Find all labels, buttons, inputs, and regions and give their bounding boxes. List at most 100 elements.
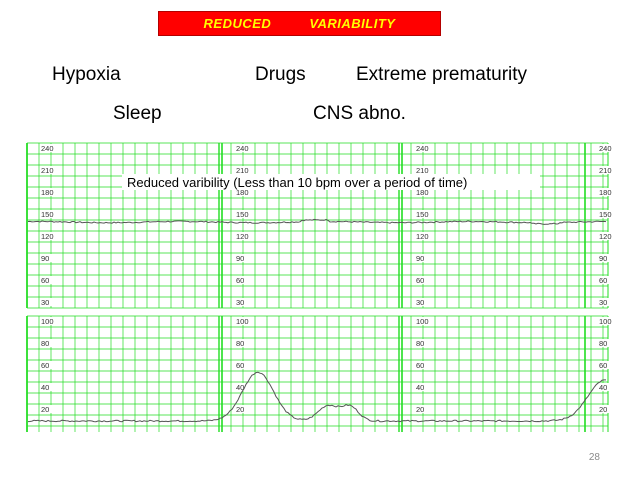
scale-label-background — [40, 166, 58, 174]
uc-scale-label-40: 40 — [41, 383, 49, 392]
uc-trace — [27, 371, 606, 423]
fhr-scale-label-60: 60 — [236, 276, 244, 285]
fhr-scale-label-90: 90 — [599, 254, 607, 263]
scale-label-background — [40, 339, 53, 347]
scale-label-background — [235, 339, 248, 347]
cause-cns-abnormality: CNS abno. — [313, 103, 406, 124]
fhr-scale-label-150: 150 — [41, 210, 54, 219]
uc-scale-label-60: 60 — [416, 361, 424, 370]
scale-label-background — [415, 317, 433, 325]
scale-label-background — [40, 405, 53, 413]
uc-scale-label-60: 60 — [41, 361, 49, 370]
scale-label-background — [40, 298, 53, 306]
fhr-scale-label-240: 240 — [236, 144, 249, 153]
fhr-scale-label-60: 60 — [599, 276, 607, 285]
fhr-strip: 240 210 180 150 120 90 60 30 240 210 180 150 120 90 60… — [26, 142, 616, 309]
fhr-scale-label-60: 60 — [41, 276, 49, 285]
scale-label-background — [40, 144, 58, 152]
cause-drugs: Drugs — [255, 64, 306, 85]
fhr-trace — [27, 218, 607, 225]
page-number: 28 — [588, 452, 600, 463]
uc-scale-label-40: 40 — [599, 383, 607, 392]
cause-extreme-prematurity: Extreme prematurity — [356, 64, 528, 85]
uc-scale-label-100: 100 — [416, 317, 429, 326]
uc-scale-label-60: 60 — [599, 361, 607, 370]
scale-label-background — [235, 166, 253, 174]
fhr-scale-label-240: 240 — [416, 144, 429, 153]
scale-label-background — [415, 361, 428, 369]
fhr-scale-label-120: 120 — [599, 232, 612, 241]
scale-label-background — [40, 383, 53, 391]
uc-scale-label-80: 80 — [236, 339, 244, 348]
scale-label-background — [235, 188, 253, 196]
scale-label-background — [235, 276, 248, 284]
cause-sleep: Sleep — [113, 103, 162, 124]
scale-label-background — [415, 298, 428, 306]
scale-label-background — [415, 383, 428, 391]
scale-label-background — [415, 276, 428, 284]
scale-label-background — [598, 276, 611, 284]
scale-label-background — [415, 166, 433, 174]
fhr-scale-label-210: 210 — [416, 166, 429, 175]
scale-label-background — [40, 254, 53, 262]
uc-scale-label-100: 100 — [236, 317, 249, 326]
scale-label-background — [598, 383, 611, 391]
uc-scale-label-100: 100 — [599, 317, 612, 326]
scale-label-background — [415, 188, 433, 196]
scale-label-background — [598, 405, 611, 413]
title-banner: REDUCED VARIABILITY — [158, 11, 441, 36]
fhr-scale-label-120: 120 — [41, 232, 54, 241]
scale-label-background — [598, 188, 616, 196]
fhr-scale-labels: 240 210 180 150 120 90 60 30 240 210 180 150 120 90 60… — [40, 144, 616, 307]
fhr-scale-label-210: 210 — [599, 166, 612, 175]
scale-label-background — [598, 298, 611, 306]
scale-label-background — [598, 144, 616, 152]
fhr-scale-label-30: 30 — [236, 298, 244, 307]
cause-hypoxia: Hypoxia — [52, 64, 121, 85]
fhr-scale-label-210: 210 — [41, 166, 54, 175]
fhr-scale-label-210: 210 — [236, 166, 249, 175]
scale-label-background — [598, 317, 616, 325]
scale-label-background — [235, 405, 248, 413]
scale-label-background — [40, 188, 58, 196]
scale-label-background — [40, 361, 53, 369]
uc-scale-label-20: 20 — [236, 405, 244, 414]
fhr-scale-label-240: 240 — [41, 144, 54, 153]
scale-label-background — [598, 232, 616, 240]
fhr-scale-label-30: 30 — [41, 298, 49, 307]
scale-label-background — [415, 210, 433, 218]
scale-label-background — [40, 232, 58, 240]
uc-scale-label-20: 20 — [416, 405, 424, 414]
title-word-reduced: REDUCED — [203, 16, 272, 31]
uc-strip: 100 80 60 40 20 100 80 60 40 20 100 80 60 40 20 100 80 60… — [26, 315, 616, 432]
scale-label-background — [598, 166, 616, 174]
scale-label-background — [415, 405, 428, 413]
fhr-scale-label-60: 60 — [416, 276, 424, 285]
scale-label-background — [415, 232, 433, 240]
scale-label-background — [235, 210, 253, 218]
scale-label-background — [598, 210, 616, 218]
scale-label-background — [235, 232, 253, 240]
fhr-scale-label-120: 120 — [236, 232, 249, 241]
fhr-scale-label-240: 240 — [599, 144, 612, 153]
fhr-strip-background — [27, 143, 608, 308]
scale-label-background — [415, 144, 433, 152]
uc-scale-label-80: 80 — [416, 339, 424, 348]
fhr-scale-label-180: 180 — [599, 188, 612, 197]
fhr-scale-label-180: 180 — [416, 188, 429, 197]
annotation-reduced-variability: Reduced varibility (Less than 10 bpm ove… — [127, 175, 467, 190]
uc-scale-label-80: 80 — [41, 339, 49, 348]
fhr-scale-label-90: 90 — [416, 254, 424, 263]
fhr-scale-label-180: 180 — [41, 188, 54, 197]
fhr-scale-label-150: 150 — [416, 210, 429, 219]
scale-label-background — [598, 361, 611, 369]
uc-grid — [26, 315, 609, 432]
fhr-scale-label-180: 180 — [236, 188, 249, 197]
scale-label-background — [40, 317, 58, 325]
fhr-scale-label-120: 120 — [416, 232, 429, 241]
uc-scale-label-60: 60 — [236, 361, 244, 370]
uc-scale-labels: 100 80 60 40 20 100 80 60 40 20 100 80 60 40 20 100 80 60… — [40, 317, 616, 414]
scale-label-background — [235, 254, 248, 262]
